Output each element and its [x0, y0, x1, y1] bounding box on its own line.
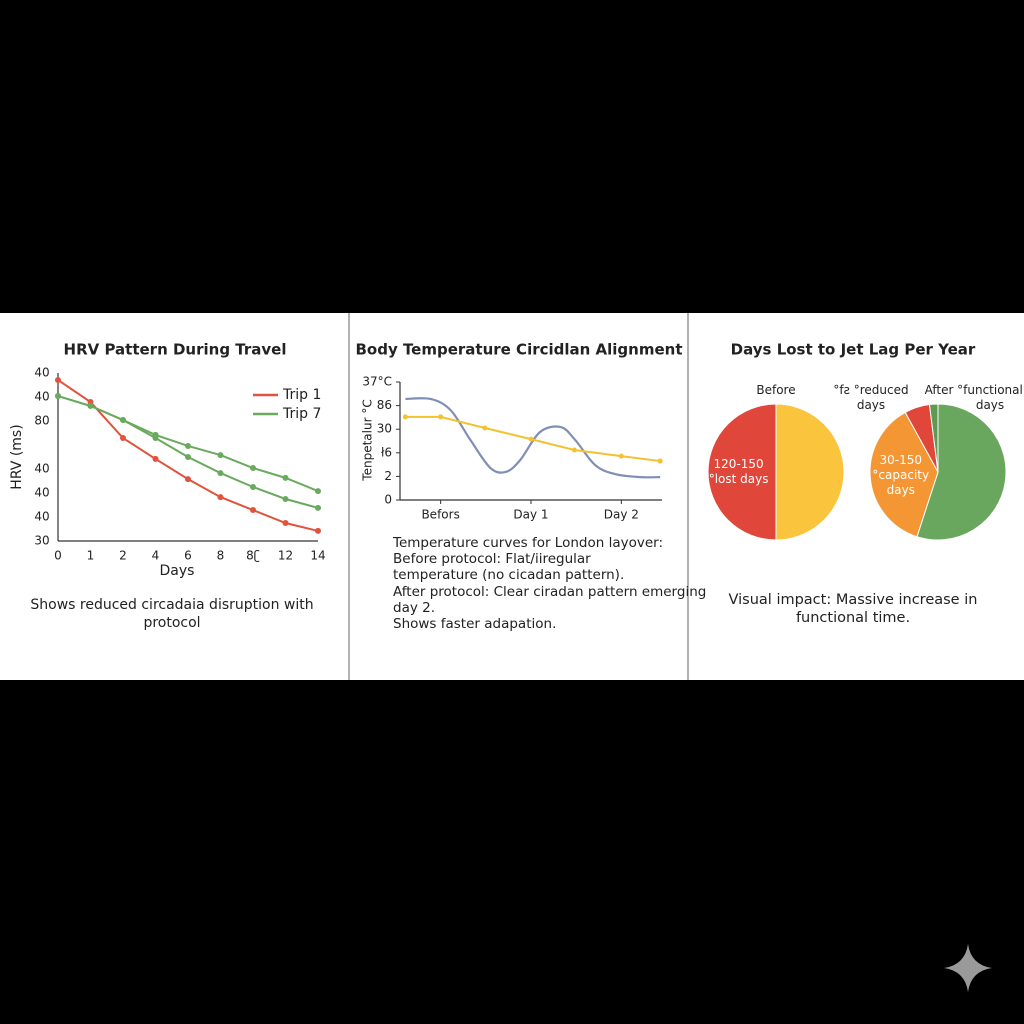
x-tick-label: 6 — [184, 549, 192, 563]
data-point — [217, 470, 224, 477]
data-point — [250, 465, 256, 472]
data-point — [315, 488, 321, 495]
data-point — [315, 504, 321, 511]
caption-line: Shows faster adapation. — [393, 615, 557, 632]
data-point — [657, 458, 663, 464]
data-point — [55, 376, 61, 383]
x-tick-label: 12 — [278, 549, 293, 563]
y-tick-label: ł6 — [381, 445, 392, 459]
data-point — [528, 436, 534, 442]
pie-slice — [707, 403, 777, 541]
data-point — [250, 507, 256, 514]
pie-slice — [916, 403, 1007, 541]
chart-title: Body Temperature Circidlan Alignment — [355, 341, 682, 359]
data-point — [185, 476, 191, 483]
watermark-star — [944, 944, 992, 992]
pie-slice — [928, 403, 939, 473]
y-tick-label: 30 — [34, 534, 49, 548]
pie-header: Before — [756, 383, 796, 397]
series-line — [405, 397, 661, 479]
caption-line: Temperature curves for London layover: — [393, 535, 664, 551]
legend-label: Trip 7 — [282, 406, 321, 422]
data-point — [120, 435, 126, 442]
x-tick-label: 1 — [87, 549, 95, 563]
x-axis-label: Days — [160, 563, 195, 579]
y-tick-label: 30 — [377, 422, 392, 436]
y-tick-label: 40 — [34, 486, 49, 500]
x-tick-label: Befors — [421, 508, 459, 522]
x-tick-label: 2 — [119, 549, 127, 563]
pie-header: °fƨ °reduced days — [833, 383, 909, 412]
data-point — [571, 447, 577, 453]
data-point — [87, 402, 94, 409]
data-point — [438, 414, 444, 420]
data-point — [120, 417, 126, 424]
data-point — [55, 393, 61, 400]
data-point — [618, 453, 624, 459]
y-tick-label: 40 — [34, 390, 49, 404]
data-point — [282, 496, 289, 502]
data-point — [282, 474, 289, 481]
caption: Visual impact: Massive increase in funct… — [728, 592, 978, 627]
y-tick-label: 40 — [34, 366, 49, 380]
y-axis-label: Tenpetalur °C — [361, 399, 375, 481]
chart-title: HRV Pattern During Travel — [64, 341, 287, 359]
caption-line: temperature (no cicadan pattern). — [393, 567, 625, 584]
slice-label: 30-150 °capacity days — [872, 453, 930, 498]
data-point — [152, 455, 159, 462]
pie-slice — [775, 403, 845, 541]
data-point — [217, 452, 224, 459]
caption-line: Before protocol: Flat/iiregular — [393, 551, 591, 568]
data-point — [482, 425, 488, 431]
pie-header: After — [924, 383, 954, 397]
pie-slice — [869, 411, 939, 538]
y-tick-label: 37°C — [362, 375, 392, 389]
y-tick-label: 40 — [34, 510, 49, 524]
y-tick-label: 80 — [34, 414, 49, 428]
x-tick-label: 14 — [310, 549, 325, 563]
caption: Shows reduced circadaia disruption with … — [30, 597, 314, 631]
data-point — [250, 484, 256, 490]
data-point — [185, 442, 191, 449]
chart-title: Days Lost to Jet Lag Per Year — [731, 341, 976, 359]
caption-line: After protocol: Clear ciradan pattern em… — [393, 583, 707, 616]
x-tick-label: 4 — [152, 549, 160, 563]
y-axis-label: HRV (ms) — [9, 424, 25, 489]
data-point — [217, 494, 224, 501]
y-tick-label: 2 — [384, 469, 392, 483]
x-tick-label: Day 2 — [604, 508, 639, 522]
data-point — [282, 520, 289, 526]
y-tick-label: 0 — [384, 493, 392, 507]
x-tick-label: Day 1 — [513, 508, 548, 522]
panel-strip — [0, 313, 1024, 680]
x-tick-label: 0 — [54, 549, 62, 563]
data-point — [152, 435, 159, 442]
data-point — [402, 414, 408, 420]
data-point — [315, 527, 321, 534]
caption: Temperature curves for London layover: Be… — [393, 535, 713, 632]
pie-header: °functional days — [957, 383, 1023, 412]
x-tick-label: 8ʗ — [246, 549, 260, 563]
x-tick-label: 8 — [217, 549, 225, 563]
legend-label: Trip 1 — [282, 387, 321, 403]
slice-label: 120-150 °lost days — [708, 457, 769, 486]
y-tick-label: 40 — [34, 462, 49, 476]
data-point — [185, 454, 191, 460]
y-tick-label: 86 — [377, 398, 392, 412]
